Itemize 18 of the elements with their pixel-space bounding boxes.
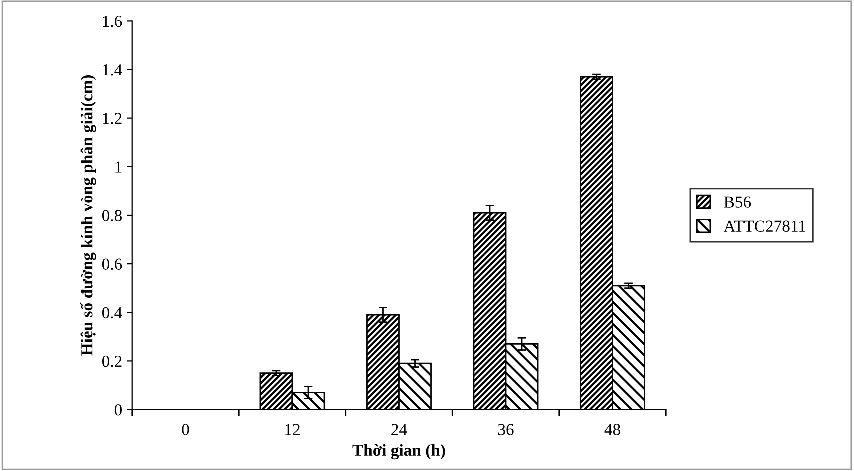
- y-tick-label: 0.6: [102, 258, 122, 270]
- legend-label: ATTC27811: [724, 220, 806, 232]
- y-tick-label: 1: [116, 162, 122, 173]
- y-tick-label: 1.4: [103, 64, 122, 76]
- y-tick-label: 1.2: [103, 113, 122, 124]
- y-tick-label: 0.2: [102, 356, 122, 368]
- x-axis-title: Thời gian (h): [352, 444, 446, 460]
- y-tick-label: 0.4: [102, 307, 122, 319]
- y-tick-label: 1.6: [103, 16, 122, 28]
- x-tick-label: 24: [392, 424, 408, 436]
- y-tick-label: 0: [114, 404, 122, 416]
- x-tick-label: 12: [286, 424, 300, 436]
- y-tick-label: 0.8: [102, 210, 122, 222]
- legend-label: B56: [724, 196, 752, 208]
- y-axis-title: Hiệu số đường kính vòng phân giải(cm): [80, 76, 96, 356]
- x-tick-label: 0: [182, 424, 190, 436]
- x-tick-label: 48: [604, 424, 620, 436]
- x-tick-label: 36: [498, 424, 514, 436]
